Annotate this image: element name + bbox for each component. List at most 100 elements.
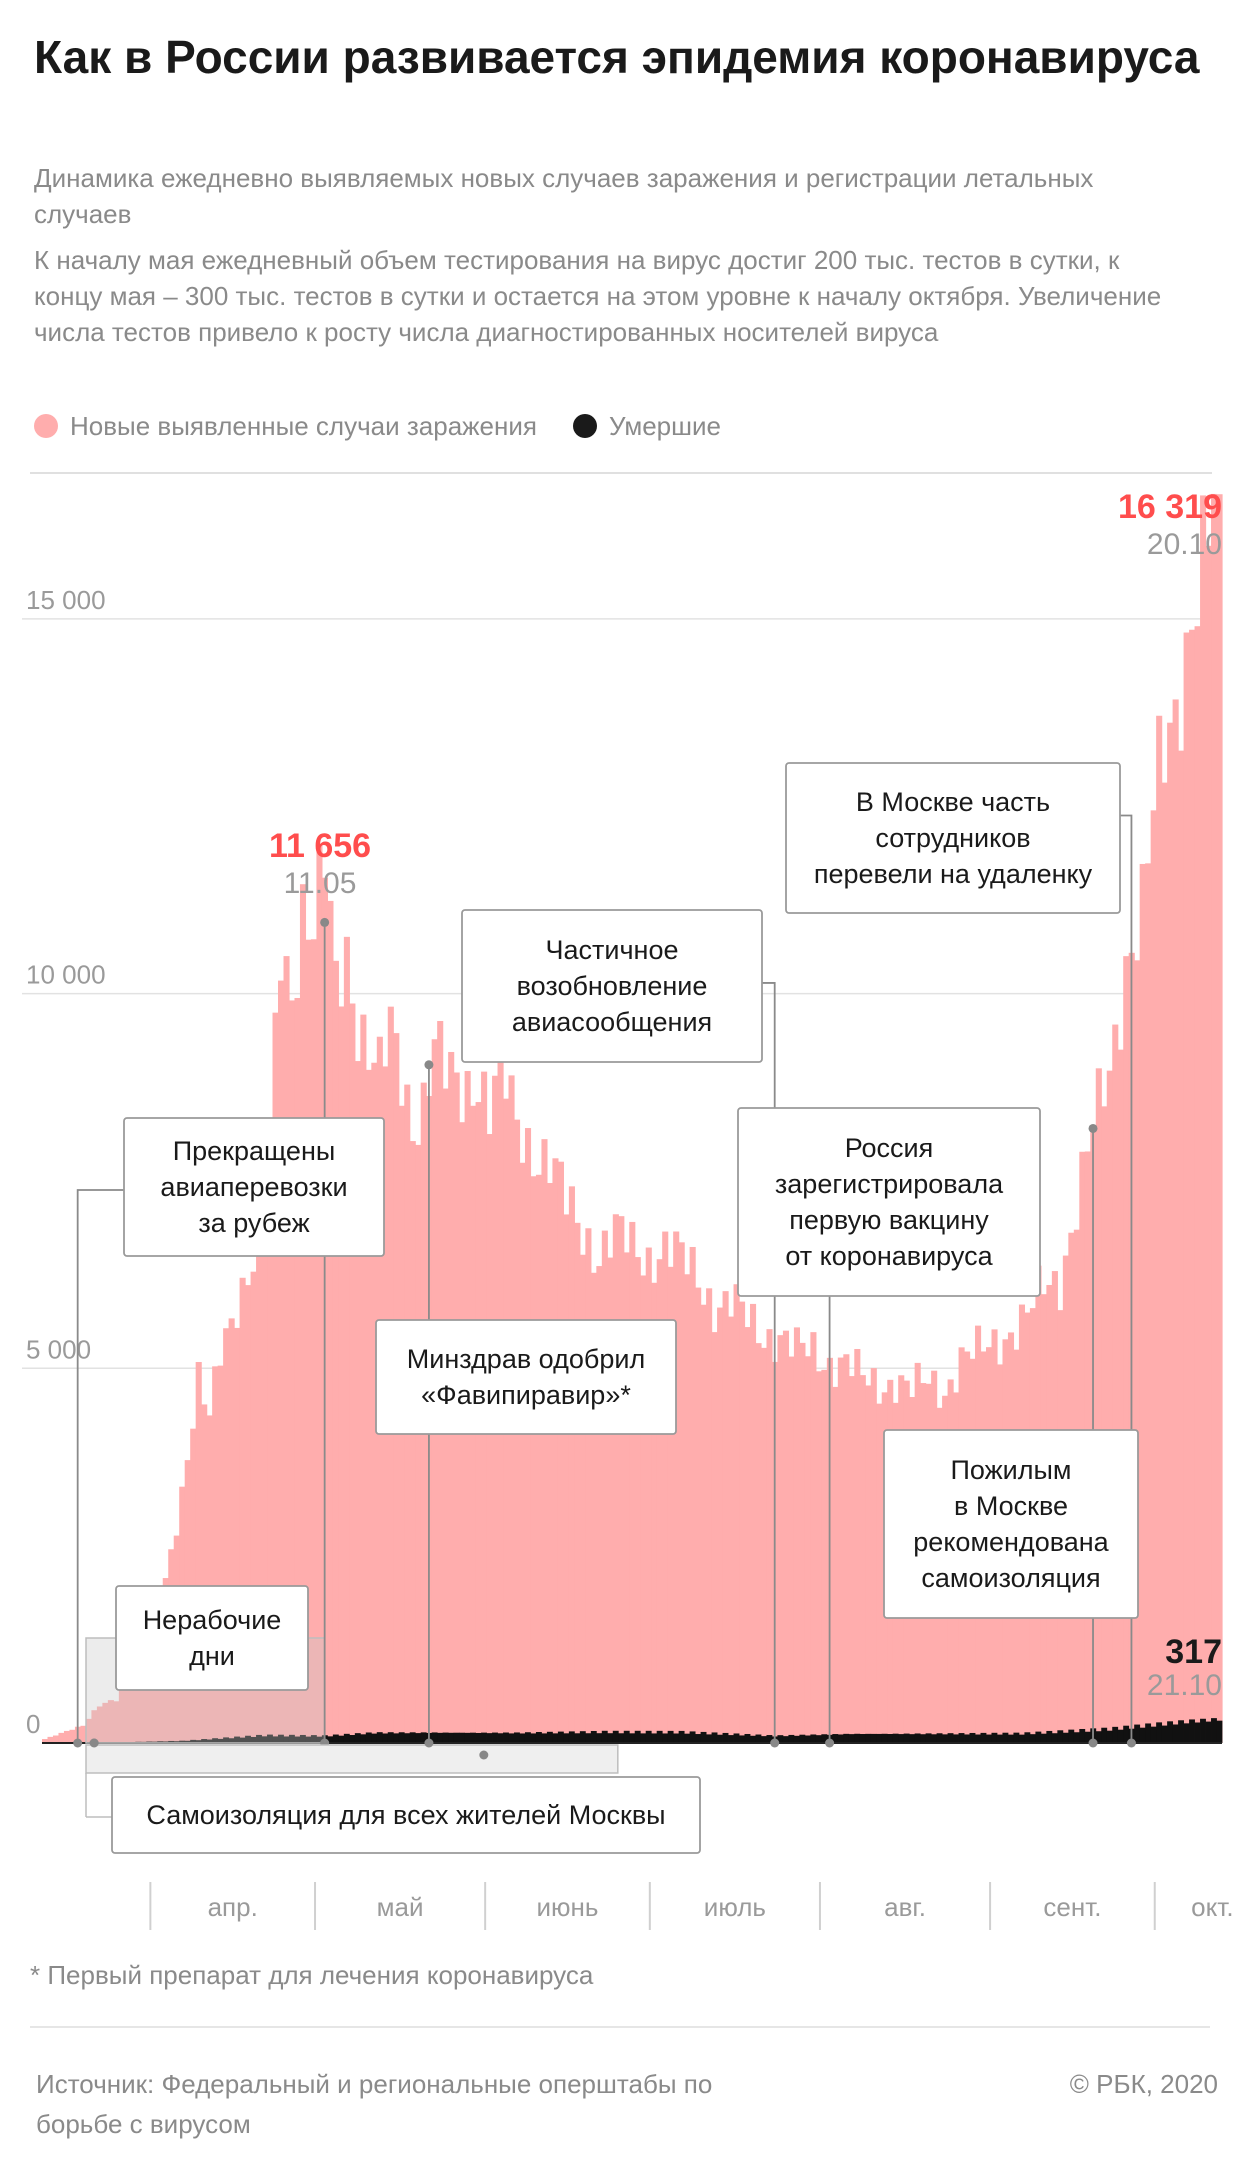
deaths-bar bbox=[431, 1732, 438, 1743]
annotation-text: Прекращены bbox=[173, 1136, 336, 1166]
deaths-bar bbox=[404, 1733, 411, 1743]
deaths-bar bbox=[398, 1732, 405, 1743]
cases-bar bbox=[354, 1061, 361, 1743]
cases-bar bbox=[859, 1375, 866, 1743]
cases-bar bbox=[52, 1735, 60, 1743]
event-dot bbox=[770, 1738, 780, 1748]
deaths-bar bbox=[283, 1736, 290, 1743]
cases-bar bbox=[250, 1271, 257, 1743]
deaths-bar bbox=[1183, 1723, 1190, 1743]
cases-bar bbox=[574, 1222, 581, 1743]
cases-bar bbox=[1095, 1068, 1102, 1743]
cases-bar bbox=[343, 936, 350, 1743]
annotation-text: возобновление bbox=[517, 971, 708, 1001]
deaths-bar bbox=[640, 1733, 647, 1743]
cases-bar bbox=[96, 1706, 103, 1743]
y-tick-label: 0 bbox=[26, 1709, 40, 1739]
deaths-bar bbox=[750, 1735, 756, 1743]
cases-bar bbox=[415, 1144, 422, 1743]
deaths-bar bbox=[579, 1731, 586, 1743]
deaths-bar bbox=[557, 1731, 564, 1743]
cases-bar bbox=[1183, 632, 1190, 1743]
cases-bar bbox=[1117, 1049, 1124, 1743]
cases-bar bbox=[245, 1285, 252, 1743]
month-label: авг. bbox=[884, 1892, 926, 1922]
peak-value-label: 11 656 bbox=[269, 827, 371, 865]
cases-bar bbox=[535, 1174, 543, 1743]
deaths-bar bbox=[288, 1734, 295, 1743]
deaths-bar bbox=[618, 1733, 625, 1743]
deaths-bar bbox=[179, 1740, 186, 1743]
cases-bar bbox=[217, 1365, 224, 1743]
cases-bar bbox=[283, 956, 290, 1743]
deaths-bar bbox=[684, 1733, 691, 1743]
deaths-bar bbox=[508, 1733, 515, 1743]
cases-bar bbox=[1134, 960, 1141, 1743]
cases-bar bbox=[1139, 863, 1146, 1743]
deaths-bar bbox=[1013, 1732, 1020, 1743]
deaths-bar bbox=[354, 1733, 361, 1743]
deaths-bar bbox=[596, 1733, 603, 1743]
cases-bar bbox=[129, 1674, 136, 1743]
deaths-bar bbox=[936, 1733, 943, 1743]
deaths-bar bbox=[612, 1730, 619, 1743]
deaths-bar bbox=[700, 1731, 707, 1743]
cases-bar bbox=[256, 1190, 263, 1743]
deaths-bar bbox=[607, 1733, 614, 1743]
cases-bar bbox=[1167, 722, 1174, 1743]
cases-bar bbox=[711, 1332, 718, 1743]
deaths-bar bbox=[212, 1738, 219, 1743]
cases-bar bbox=[212, 1366, 219, 1743]
deaths-bar bbox=[673, 1733, 680, 1743]
deaths-bar bbox=[546, 1731, 553, 1743]
cases-bar bbox=[684, 1274, 691, 1743]
deaths-bar bbox=[645, 1730, 652, 1743]
deaths-bar bbox=[634, 1730, 641, 1743]
annotation-text: перевели на удаленку bbox=[814, 859, 1093, 889]
cases-bar bbox=[782, 1330, 790, 1743]
deaths-bar bbox=[1002, 1732, 1009, 1743]
cases-bar bbox=[870, 1368, 877, 1743]
cases-bar bbox=[717, 1307, 724, 1743]
deaths-bar bbox=[1117, 1729, 1124, 1743]
deaths-bar bbox=[969, 1732, 976, 1743]
cases-bar bbox=[332, 960, 339, 1743]
cases-bar bbox=[371, 1062, 378, 1743]
deaths-bar bbox=[733, 1733, 740, 1743]
cases-bar bbox=[618, 1216, 625, 1743]
peak-value-label: 317 bbox=[1165, 1633, 1222, 1671]
deaths-bar bbox=[958, 1733, 965, 1743]
deaths-bar bbox=[986, 1734, 992, 1743]
deaths-bar bbox=[393, 1733, 400, 1743]
cases-bar bbox=[1189, 629, 1196, 1743]
event-dot bbox=[479, 1750, 489, 1760]
cases-bar bbox=[327, 900, 334, 1743]
cases-bar bbox=[607, 1257, 614, 1743]
annotation-text: Минздрав одобрил bbox=[407, 1344, 645, 1374]
deaths-bar bbox=[722, 1732, 729, 1743]
deaths-bar bbox=[1205, 1721, 1212, 1743]
deaths-bar bbox=[256, 1734, 262, 1743]
deaths-bar bbox=[376, 1732, 383, 1743]
event-dot bbox=[825, 1738, 835, 1748]
cases-bar bbox=[563, 1214, 570, 1743]
cases-bar bbox=[865, 1385, 872, 1743]
annotation-elderly-self-isolation: Пожилым в Москве рекомендована самоизоляция bbox=[883, 1429, 1139, 1619]
event-dot bbox=[73, 1738, 83, 1748]
cases-bar bbox=[1156, 715, 1163, 1743]
cases-bar bbox=[612, 1214, 619, 1743]
annotation-text: самоизоляция bbox=[921, 1563, 1100, 1593]
cases-bar bbox=[42, 1739, 49, 1743]
annotations: Прекращены авиаперевозки за рубеж Нерабочие… bbox=[73, 762, 1139, 1854]
deaths-bar bbox=[1156, 1722, 1163, 1743]
month-label: сент. bbox=[1043, 1892, 1101, 1922]
cases-bar bbox=[695, 1287, 702, 1743]
cases-bar bbox=[788, 1356, 795, 1743]
annotation-text: сотрудников bbox=[875, 823, 1030, 853]
deaths-bar bbox=[1040, 1733, 1047, 1743]
source-note: Источник: Федеральный и региональные опе… bbox=[36, 2069, 713, 2139]
cases-bar bbox=[601, 1230, 608, 1743]
event-dot bbox=[1088, 1123, 1098, 1133]
annotation-flights-resumed: Частичное возобновление авиасообщения bbox=[461, 909, 763, 1063]
cases-bar bbox=[1205, 545, 1212, 1743]
